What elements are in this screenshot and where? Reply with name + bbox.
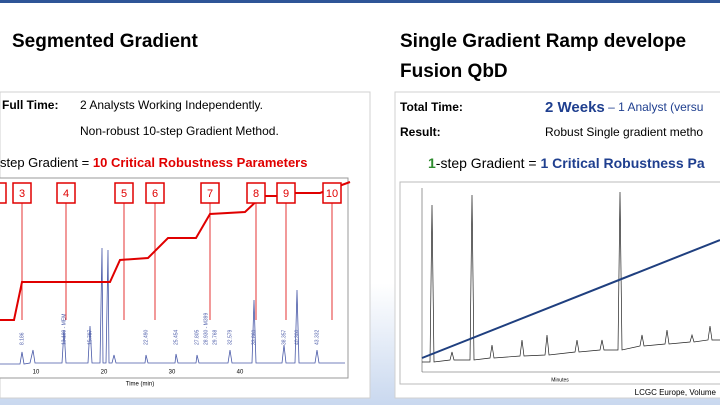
step-num: 1: [428, 155, 436, 171]
step-number: 10: [326, 188, 338, 200]
trace: [422, 191, 720, 363]
step-number: 9: [283, 188, 289, 200]
peak-label: 40.300: [294, 329, 300, 345]
step-box: [322, 182, 342, 204]
peak-label: 27.805: [194, 329, 200, 345]
step-mid: -step Gradient =: [436, 155, 541, 171]
peak-label: 33.860: [251, 329, 257, 345]
step-number: 5: [121, 188, 127, 200]
top-rule: [0, 0, 720, 3]
step-number: 6: [152, 188, 158, 200]
step-number: 7: [207, 188, 213, 200]
step-emph: 10 Critical Robustness Parameters: [93, 155, 308, 170]
step-box: [200, 182, 220, 204]
step-number: 3: [19, 188, 25, 200]
right-step-text: 1-step Gradient = 1 Critical Robustness …: [428, 155, 705, 171]
total-time: 2 Weeks – 1 Analyst (versu: [545, 99, 703, 116]
method: Non-robust 10-step Gradient Method.: [80, 124, 279, 138]
source: LCGC Europe, Volume: [635, 388, 717, 397]
step-box: [12, 182, 32, 204]
step-box: [114, 182, 134, 204]
x-label: Minutes: [551, 377, 569, 383]
result-label: Result:: [400, 125, 441, 139]
trace: [0, 247, 345, 365]
peak-label: 13.189 - MEM: [61, 314, 67, 345]
step-box-partial: [0, 182, 7, 204]
gradient-line: [421, 239, 720, 359]
left-title: Segmented Gradient: [12, 31, 198, 52]
plot-frame: [0, 177, 349, 379]
time-emph: 2 Weeks: [545, 99, 605, 116]
step-box: [56, 182, 76, 204]
x-tick-label: 20: [101, 370, 108, 376]
peak-label: 29.768: [212, 329, 218, 345]
peak-label: 28.930 - M399: [203, 313, 209, 345]
x-label: Time (min): [126, 382, 154, 388]
step-number: 8: [253, 188, 259, 200]
peak-label: 25.454: [173, 329, 179, 345]
peak-label: 8.186: [19, 332, 25, 345]
peak-label: 22.490: [143, 329, 149, 345]
time-rest: – 1 Analyst (versu: [605, 100, 704, 114]
peak-label: 32.579: [227, 329, 233, 345]
plot-frame: [399, 181, 720, 385]
step-box: [246, 182, 266, 204]
step-number: 4: [63, 188, 69, 200]
total-time-label: Total Time:: [400, 100, 463, 114]
right-chromatogram: Minutes LCGC Europe, Volume: [399, 181, 720, 397]
step-text: step Gradient = 10 Critical Robustness P…: [0, 155, 307, 170]
peak-label: 43.332: [314, 329, 320, 345]
left-chromatogram: 3 4 5 6 7 8 9 10 8.186 13.189 - MEM 15.797 22.490 25…: [0, 177, 351, 388]
step-box: [145, 182, 165, 204]
time-value: 2 Analysts Working Independently.: [80, 98, 263, 112]
right-title-1: Single Gradient Ramp develope: [400, 31, 686, 52]
result-value: Robust Single gradient metho: [545, 125, 703, 139]
time-label: Full Time:: [2, 98, 58, 112]
peak-label: 15.797: [87, 329, 93, 345]
x-tick-label: 40: [237, 370, 244, 376]
step-emph: 1 Critical Robustness Pa: [540, 155, 704, 171]
step-prefix: step Gradient =: [0, 155, 93, 170]
peak-label: 38.357: [281, 329, 287, 345]
step-box: [276, 182, 296, 204]
right-title-2: Fusion QbD: [400, 61, 508, 82]
x-tick-label: 10: [33, 370, 40, 376]
x-tick-label: 30: [169, 370, 176, 376]
